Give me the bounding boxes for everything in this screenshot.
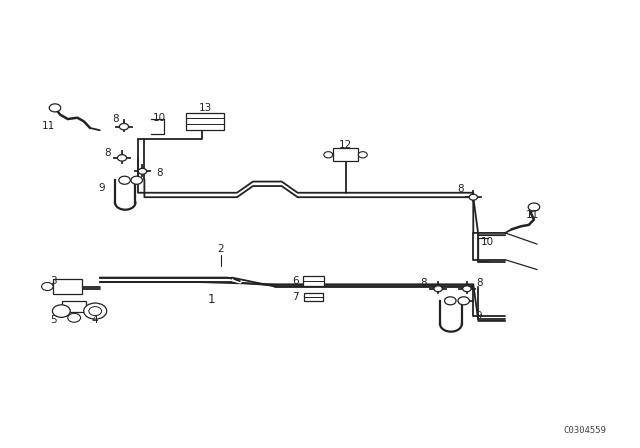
- Circle shape: [119, 176, 131, 184]
- Text: 12: 12: [339, 139, 352, 150]
- Circle shape: [131, 176, 143, 184]
- Circle shape: [434, 286, 442, 292]
- Circle shape: [120, 124, 129, 130]
- Bar: [186, 113, 224, 130]
- Text: 8: 8: [105, 148, 111, 159]
- Text: 3: 3: [50, 276, 56, 286]
- Bar: [53, 280, 82, 294]
- Text: 8: 8: [420, 278, 427, 288]
- Text: 10: 10: [481, 237, 494, 247]
- Text: 4: 4: [92, 315, 99, 325]
- Circle shape: [445, 297, 456, 305]
- Bar: [62, 301, 86, 312]
- Circle shape: [463, 286, 471, 292]
- Text: 7: 7: [292, 292, 299, 302]
- Text: 1: 1: [208, 293, 215, 306]
- Text: 8: 8: [457, 184, 464, 194]
- Circle shape: [118, 155, 127, 161]
- Circle shape: [68, 313, 81, 322]
- Text: C0304559: C0304559: [564, 426, 607, 435]
- Circle shape: [138, 168, 147, 174]
- Bar: [333, 148, 358, 161]
- Text: 8: 8: [156, 168, 163, 178]
- Circle shape: [89, 306, 102, 315]
- Bar: [304, 293, 323, 301]
- Circle shape: [458, 297, 469, 305]
- Text: 6: 6: [292, 276, 299, 286]
- Circle shape: [52, 305, 70, 317]
- Text: 5: 5: [50, 315, 56, 325]
- Bar: [303, 276, 324, 286]
- Text: 13: 13: [198, 103, 212, 113]
- Circle shape: [42, 283, 53, 291]
- Text: 9: 9: [99, 183, 105, 193]
- Circle shape: [358, 152, 367, 158]
- Text: 8: 8: [476, 278, 483, 288]
- Circle shape: [84, 303, 107, 319]
- Text: 8: 8: [113, 114, 119, 124]
- Circle shape: [324, 152, 333, 158]
- Text: 9: 9: [475, 310, 482, 321]
- Text: 11: 11: [42, 121, 55, 131]
- Text: 10: 10: [152, 113, 166, 123]
- Circle shape: [49, 104, 61, 112]
- Circle shape: [528, 203, 540, 211]
- Text: 2: 2: [218, 244, 225, 254]
- Text: 11: 11: [525, 210, 539, 220]
- Circle shape: [469, 194, 477, 200]
